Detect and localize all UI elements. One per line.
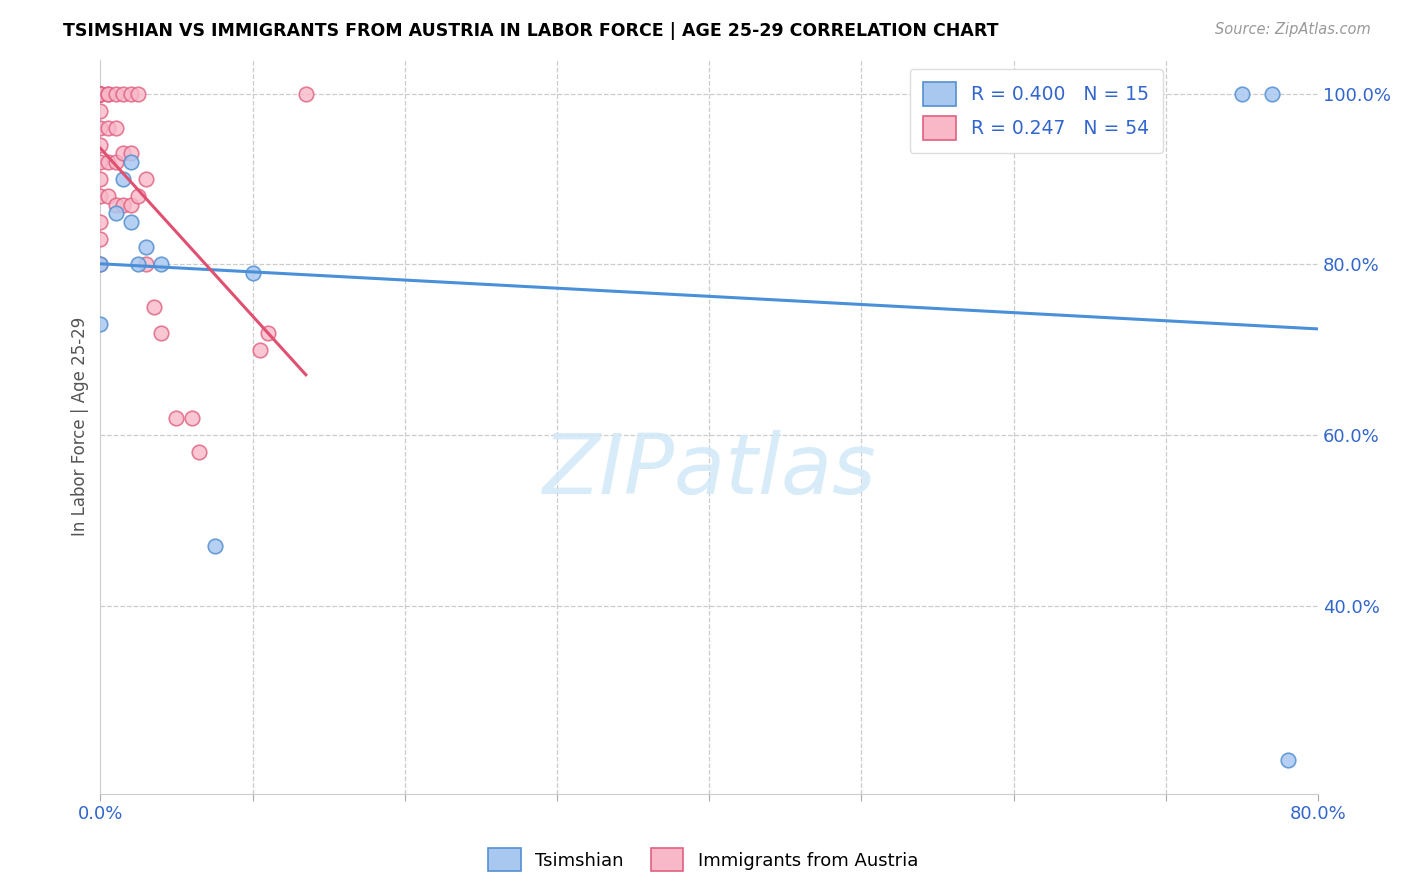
Point	[89, 172, 111, 186]
Point	[249, 343, 271, 357]
Point	[89, 257, 111, 271]
Text: TSIMSHIAN VS IMMIGRANTS FROM AUSTRIA IN LABOR FORCE | AGE 25-29 CORRELATION CHAR: TSIMSHIAN VS IMMIGRANTS FROM AUSTRIA IN …	[63, 22, 998, 40]
Text: Source: ZipAtlas.com: Source: ZipAtlas.com	[1215, 22, 1371, 37]
Point	[166, 411, 188, 425]
Point	[89, 87, 111, 101]
Point	[89, 87, 111, 101]
Point	[127, 87, 149, 101]
Point	[97, 120, 120, 135]
Point	[120, 146, 142, 161]
Point	[97, 87, 120, 101]
Text: ZIPatlas: ZIPatlas	[543, 430, 876, 511]
Legend: R = 0.400   N = 15, R = 0.247   N = 54: R = 0.400 N = 15, R = 0.247 N = 54	[910, 69, 1163, 153]
Point	[1261, 87, 1284, 101]
Point	[97, 155, 120, 169]
Point	[89, 120, 111, 135]
Point	[150, 257, 173, 271]
Point	[89, 232, 111, 246]
Point	[127, 189, 149, 203]
Point	[89, 87, 111, 101]
Point	[89, 317, 111, 331]
Point	[242, 266, 264, 280]
Point	[89, 155, 111, 169]
Point	[89, 87, 111, 101]
Point	[89, 138, 111, 153]
Point	[112, 87, 135, 101]
Point	[104, 87, 127, 101]
Point	[120, 155, 142, 169]
Point	[120, 197, 142, 211]
Point	[135, 257, 157, 271]
Point	[89, 189, 111, 203]
Point	[1277, 752, 1299, 766]
Y-axis label: In Labor Force | Age 25-29: In Labor Force | Age 25-29	[72, 317, 89, 536]
Legend: Tsimshian, Immigrants from Austria: Tsimshian, Immigrants from Austria	[481, 841, 925, 879]
Point	[188, 445, 211, 459]
Point	[104, 155, 127, 169]
Point	[135, 240, 157, 254]
Point	[104, 197, 127, 211]
Point	[180, 411, 202, 425]
Point	[1230, 87, 1253, 101]
Point	[120, 87, 142, 101]
Point	[97, 87, 120, 101]
Point	[142, 300, 165, 314]
Point	[112, 146, 135, 161]
Point	[89, 103, 111, 118]
Point	[89, 215, 111, 229]
Point	[295, 87, 318, 101]
Point	[135, 172, 157, 186]
Point	[127, 257, 149, 271]
Point	[150, 326, 173, 340]
Point	[112, 172, 135, 186]
Point	[104, 120, 127, 135]
Point	[89, 87, 111, 101]
Point	[89, 87, 111, 101]
Point	[256, 326, 278, 340]
Point	[120, 215, 142, 229]
Point	[89, 87, 111, 101]
Point	[89, 87, 111, 101]
Point	[204, 539, 226, 553]
Point	[89, 257, 111, 271]
Point	[97, 189, 120, 203]
Point	[104, 206, 127, 220]
Point	[112, 197, 135, 211]
